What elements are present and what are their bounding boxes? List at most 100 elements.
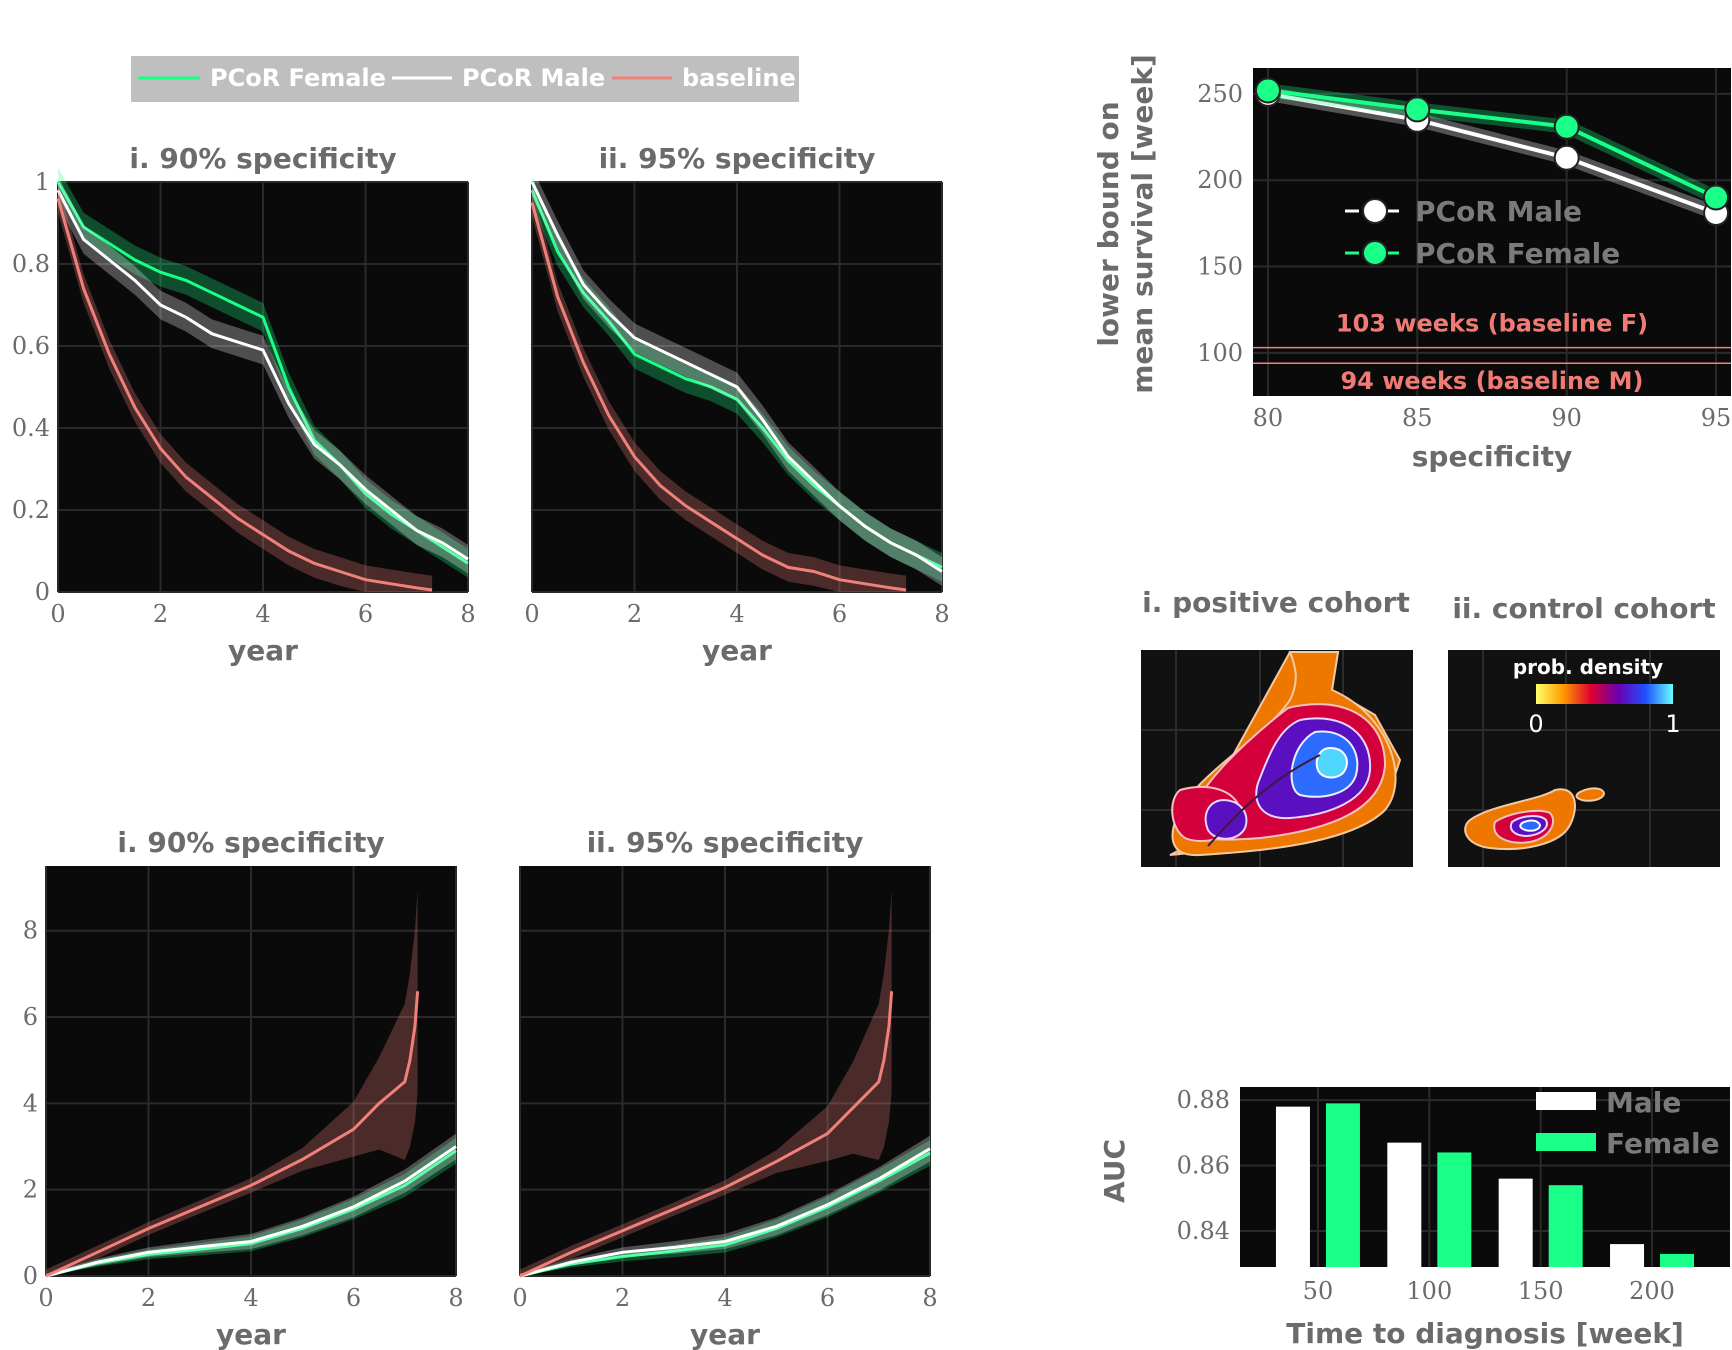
survival-95-panel: ii. 95% specificity year 0 2 4 6 8 <box>524 142 949 667</box>
hazard_90-line-pcor-male <box>45 1145 457 1278</box>
auc-ytick-label: 0.84 <box>1177 1217 1230 1245</box>
mean-survival-baseline-label: 94 weeks (baseline M) <box>1340 367 1643 395</box>
density-control-panel: ii. control cohort prob. density 0 1 <box>1448 592 1720 867</box>
survival_90-ytick-label: 0.8 <box>12 250 50 278</box>
legend-label-female: PCoR Female <box>210 64 386 92</box>
hazard_90-ytick-label: 8 <box>23 917 38 945</box>
auc-bar-female <box>1325 1103 1360 1267</box>
survival_90-ytick-label: 0.6 <box>12 332 50 360</box>
legend-background <box>131 56 799 102</box>
mean-survival-point <box>1404 96 1431 123</box>
auc-bar-female <box>1548 1185 1583 1267</box>
mean-survival-point <box>1703 184 1730 211</box>
density-colorbar: prob. density 0 1 <box>1513 655 1681 738</box>
density-control-title: ii. control cohort <box>1452 592 1715 625</box>
density-positive-level-5 <box>1315 746 1348 779</box>
legend-label-male: PCoR Male <box>462 64 605 92</box>
mean-survival-xtick-label: 85 <box>1402 404 1433 432</box>
survival_95-xtick-label: 6 <box>832 600 847 628</box>
mean-survival-point <box>1553 113 1580 140</box>
auc-xtick-label: 200 <box>1629 1277 1675 1305</box>
survival-90-panel: i. 90% specificity year 0 2 4 6 8 0 0.2 0.4 0.6 0.8… <box>12 142 476 667</box>
hazard_90-xtick-label: 6 <box>346 1284 361 1312</box>
auc-ytick-label: 0.86 <box>1177 1152 1230 1180</box>
mean-survival-panel: 80 85 90 95 100 150 200 250 specificity lower bou… <box>1092 54 1731 473</box>
survival_95-xtick-label: 0 <box>524 600 539 628</box>
survival_95-band-pcor-male <box>532 167 942 586</box>
mean-survival-xtick-label: 95 <box>1701 404 1732 432</box>
survival_90-xtick-label: 6 <box>358 600 373 628</box>
density-positive-panel: i. positive cohort <box>1141 586 1413 867</box>
auc-legend-label-female: Female <box>1606 1127 1720 1160</box>
survival_95-xlabel: year <box>702 634 772 667</box>
survival_90-ytick-label: 0.4 <box>12 414 50 442</box>
survival_95-line-baseline <box>530 202 907 592</box>
mean-survival-xtick-label: 90 <box>1551 404 1582 432</box>
density-positive-trend-line <box>1207 754 1321 847</box>
hazard_90-xtick-label: 4 <box>243 1284 258 1312</box>
survival_90-xtick-label: 2 <box>153 600 168 628</box>
colorbar-max: 1 <box>1665 710 1680 738</box>
auc-legend-label-male: Male <box>1606 1086 1681 1119</box>
survival_90-band-baseline <box>58 184 433 592</box>
survival_90-ytick-label: 1 <box>35 168 50 196</box>
mean-survival-ytick-label: 150 <box>1197 253 1243 281</box>
hazard_95-line-pcor-male <box>519 1147 931 1278</box>
density-control-level-4 <box>1519 819 1542 832</box>
hazard_90-xtick-label: 8 <box>448 1284 463 1312</box>
mean-survival-point <box>1553 144 1580 171</box>
mean-survival-ytick-label: 250 <box>1197 80 1243 108</box>
mean-survival-ylabel: lower bound onmean survival [week] <box>1092 54 1159 394</box>
auc-legend-swatch-female <box>1536 1133 1596 1151</box>
survival_90-xtick-label: 0 <box>50 600 65 628</box>
hazard_95-xtick-label: 2 <box>615 1284 630 1312</box>
auc-bar-male <box>1387 1142 1422 1267</box>
mean-survival-point <box>1254 77 1281 104</box>
auc-xtick-label: 150 <box>1518 1277 1564 1305</box>
auc-bar-male <box>1498 1178 1533 1267</box>
auc-xtick-label: 50 <box>1303 1277 1334 1305</box>
auc-xtick-label: 100 <box>1406 1277 1452 1305</box>
hazard_95-xlabel: year <box>690 1318 760 1350</box>
auc-bar-female <box>1660 1253 1695 1267</box>
hazard_95-line-baseline <box>519 991 894 1278</box>
hazard_95-line-pcor-female <box>519 1151 931 1278</box>
survival_90-ytick-label: 0.2 <box>12 496 50 524</box>
survival_95-title: ii. 95% specificity <box>599 142 876 175</box>
survival_95-xtick-label: 2 <box>627 600 642 628</box>
hazard_95-xtick-label: 8 <box>922 1284 937 1312</box>
auc-bar-male <box>1610 1244 1645 1267</box>
colorbar-min: 0 <box>1528 710 1543 738</box>
hazard_95-xtick-label: 4 <box>717 1284 732 1312</box>
density-control-level-1b <box>1575 787 1606 802</box>
hazard_90-band-baseline <box>46 889 418 1276</box>
mean-survival-xtick-label: 80 <box>1253 404 1284 432</box>
colorbar-gradient <box>1536 684 1673 704</box>
mean-survival-plot-area <box>1253 68 1731 396</box>
auc-ytick-label: 0.88 <box>1177 1086 1230 1114</box>
mean-survival-ylabel-line: mean survival [week] <box>1126 54 1159 394</box>
survival_90-xtick-label: 4 <box>255 600 270 628</box>
mean-survival-line-pcor-male <box>1267 91 1717 215</box>
survival_90-line-pcor-male <box>56 189 469 561</box>
hazard_95-band-pcor-female <box>520 1140 930 1276</box>
auc-bar-panel: 50 100 150 200 0.84 0.86 0.88 Time to diagnosis… <box>1098 1086 1730 1350</box>
hazard_95-xtick-label: 0 <box>512 1284 527 1312</box>
hazard_90-ytick-label: 0 <box>23 1262 38 1290</box>
auc-plot-area <box>1240 1087 1730 1267</box>
hazard_90-ytick-label: 2 <box>23 1176 38 1204</box>
survival_90-xlabel: year <box>228 634 298 667</box>
hazard-90-panel: i. 90% specificity year 0 2 4 6 8 0 2 4 6 8 <box>23 826 464 1350</box>
mean-survival-xlabel: specificity <box>1412 440 1572 473</box>
hazard_90-line-baseline <box>45 991 420 1278</box>
survival_95-xtick-label: 8 <box>934 600 949 628</box>
mean-survival-legend-marker <box>1362 198 1388 224</box>
hazard_95-band-baseline <box>520 889 892 1276</box>
auc-legend-swatch-male <box>1536 1092 1596 1110</box>
hazard_90-xlabel: year <box>216 1318 286 1350</box>
hazard_90-ytick-label: 4 <box>23 1089 38 1117</box>
mean-survival-legend-label: PCoR Female <box>1415 237 1620 270</box>
mean-survival-ytick-label: 100 <box>1197 339 1243 367</box>
density-positive-level-3b <box>1204 798 1248 840</box>
